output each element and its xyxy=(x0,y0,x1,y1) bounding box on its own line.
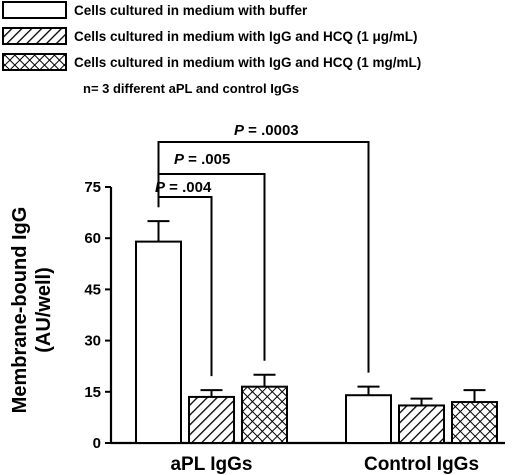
y-tick-label: 45 xyxy=(84,281,101,298)
y-axis-label-line1: Membrane-bound IgG xyxy=(9,207,31,414)
legend-swatch-hcq-low xyxy=(2,27,67,45)
legend-swatch-hcq-high xyxy=(2,53,67,71)
bar-rect xyxy=(398,404,445,445)
bar-rect xyxy=(135,240,182,444)
y-tick-label: 30 xyxy=(84,333,101,350)
bar-1-0 xyxy=(345,385,392,445)
p-value-label: P = .004 xyxy=(155,179,212,196)
legend-item-hcq-high: Cells cultured in medium with IgG and HC… xyxy=(2,53,421,71)
bracket-2: P = .0003 xyxy=(157,122,370,373)
bar-rect xyxy=(451,401,498,445)
y-tick-label: 15 xyxy=(84,384,101,401)
legend-item-buffer: Cells cultured in medium with buffer xyxy=(2,1,308,19)
legend-item-hcq-low: Cells cultured in medium with IgG and HC… xyxy=(2,27,418,45)
bracket-line xyxy=(157,141,370,373)
legend-label-buffer: Cells cultured in medium with buffer xyxy=(74,3,308,18)
y-axis-label-line2: (AU/well) xyxy=(33,267,55,353)
legend: Cells cultured in medium with buffer Cel… xyxy=(2,1,421,96)
y-tick-label: 75 xyxy=(84,179,101,196)
legend-label-hcq-low: Cells cultured in medium with IgG and HC… xyxy=(74,29,418,44)
bars xyxy=(135,220,498,445)
bar-0-0 xyxy=(135,220,182,444)
bar-rect xyxy=(345,394,392,445)
y-tick-label: 60 xyxy=(84,230,101,247)
bar-rect xyxy=(241,385,288,444)
category-label: aPL IgGs xyxy=(170,454,252,475)
sample-size-note: n= 3 different aPL and control IgGs xyxy=(83,81,299,96)
y-tick-label: 0 xyxy=(93,435,101,452)
bar-1-2 xyxy=(451,389,498,445)
category-label: Control IgGs xyxy=(364,454,479,475)
legend-swatch-buffer xyxy=(2,1,67,19)
p-value-label: P = .0003 xyxy=(234,122,299,139)
bar-0-1 xyxy=(188,389,235,445)
legend-label-hcq-high: Cells cultured in medium with IgG and HC… xyxy=(74,55,421,70)
bar-1-1 xyxy=(398,397,445,445)
bar-rect xyxy=(188,395,235,445)
bar-0-2 xyxy=(241,373,288,444)
p-value-label: P = .005 xyxy=(174,151,230,168)
